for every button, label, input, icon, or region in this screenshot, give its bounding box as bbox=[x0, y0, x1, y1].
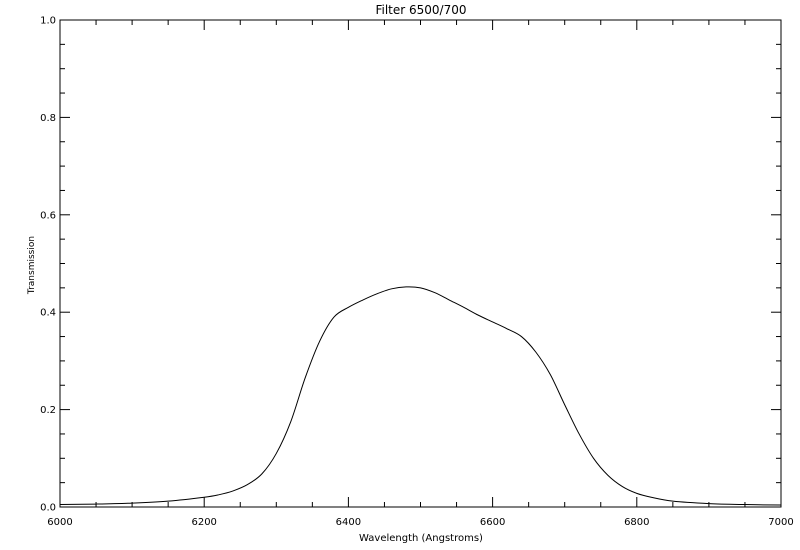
y-tick-label: 0.0 bbox=[40, 503, 56, 514]
x-tick-label: 6200 bbox=[191, 517, 216, 528]
y-tick-label: 1.0 bbox=[40, 16, 56, 27]
x-axis-label: Wavelength (Angstroms) bbox=[359, 533, 483, 544]
y-tick-label: 0.6 bbox=[40, 210, 56, 221]
y-axis-label: Transmission bbox=[27, 236, 37, 295]
y-tick-label: 0.4 bbox=[40, 308, 56, 319]
tick-labels: 6000 6200 6400 6600 6800 7000 0.0 0.2 0.4 0.6 0.8 1… bbox=[40, 16, 794, 529]
plot-frame bbox=[59, 19, 782, 508]
series-lines bbox=[59, 286, 782, 506]
x-tick-label: 6000 bbox=[47, 517, 72, 528]
x-tick-label: 6800 bbox=[624, 517, 649, 528]
chart-title: Filter 6500/700 bbox=[375, 3, 466, 17]
x-tick-label: 7000 bbox=[768, 517, 793, 528]
x-tick-label: 6400 bbox=[336, 517, 361, 528]
transmission-curve bbox=[59, 286, 782, 506]
y-tick-label: 0.8 bbox=[40, 113, 56, 124]
y-tick-label: 0.2 bbox=[40, 405, 56, 416]
x-tick-label: 6600 bbox=[480, 517, 505, 528]
